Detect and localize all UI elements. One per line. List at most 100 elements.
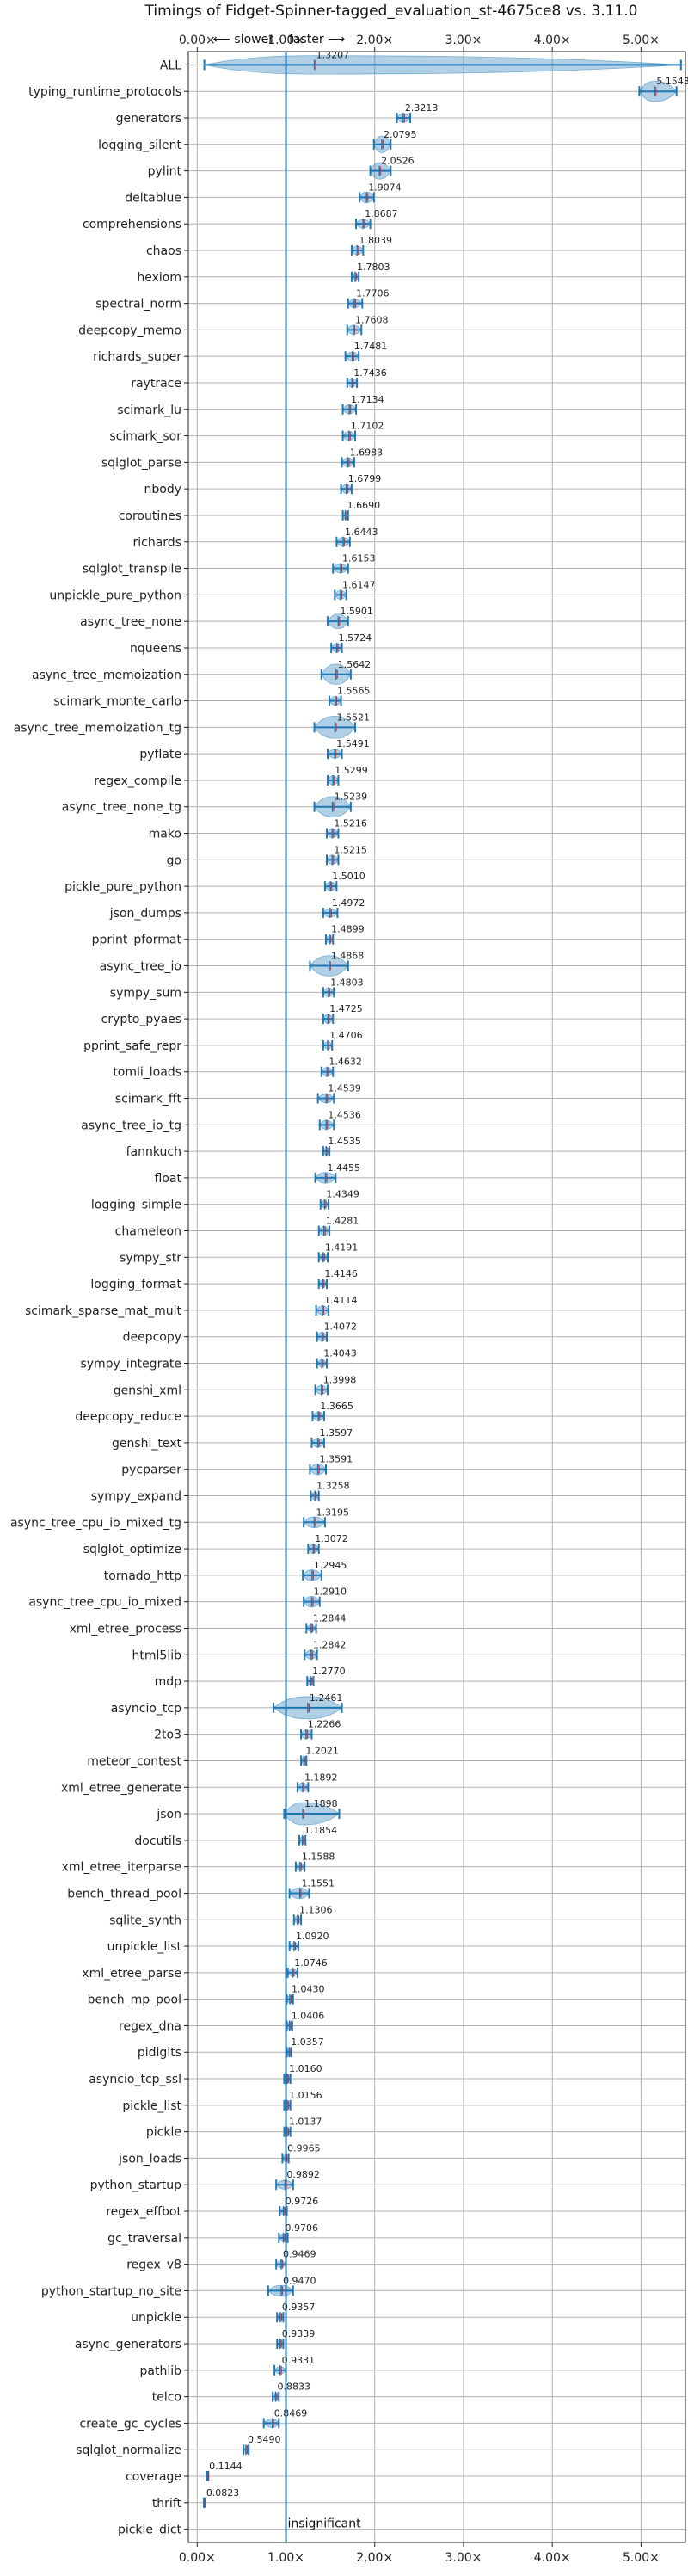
benchmark-label: mako: [149, 828, 181, 841]
slower-label: ⟵ slower: [213, 33, 273, 46]
benchmark-label: pyflate: [139, 748, 181, 761]
benchmark-label: logging_simple: [91, 1199, 181, 1212]
benchmark-label: async_tree_none_tg: [62, 801, 181, 815]
benchmark-label: xml_etree_iterparse: [62, 1861, 181, 1875]
benchmark-label: pickle_pure_python: [64, 880, 181, 894]
value-label: 0.9965: [287, 2142, 321, 2154]
value-label: 1.1854: [304, 1825, 338, 1836]
value-label: 1.2842: [313, 1639, 347, 1650]
value-label: 1.4072: [324, 1322, 358, 1333]
benchmark-label: go: [167, 854, 181, 867]
value-label: 1.0160: [289, 2063, 322, 2074]
value-label: 1.7134: [351, 394, 384, 405]
grid-layer: [184, 47, 685, 2547]
value-label: 0.0823: [206, 2487, 240, 2499]
benchmark-label: json_dumps: [109, 907, 181, 921]
benchmark-label: docutils: [134, 1834, 181, 1848]
value-label: 1.1898: [304, 1798, 338, 1809]
benchmark-label: async_tree_memoization_tg: [14, 721, 181, 735]
value-label: 1.7481: [354, 341, 388, 352]
benchmark-label: sqlite_synth: [109, 1914, 181, 1927]
benchmark-label: pprint_pformat: [92, 934, 182, 947]
benchmark-label: scimark_monte_carlo: [53, 695, 181, 709]
benchmark-label: 2to3: [154, 1729, 181, 1742]
benchmark-label: pycparser: [121, 1464, 181, 1477]
value-label: 1.6443: [345, 527, 378, 538]
value-label: 0.9357: [282, 2302, 316, 2313]
value-label: 1.5642: [338, 659, 372, 670]
value-label: 0.9470: [283, 2275, 316, 2286]
x-tick-label-bottom: 0.00×: [179, 2551, 216, 2565]
value-label: 1.0430: [292, 1984, 325, 1995]
benchmark-label: ALL: [160, 59, 181, 72]
value-label: 1.4725: [329, 1003, 363, 1014]
benchmark-label: hexiom: [137, 271, 181, 285]
value-label: 1.3195: [316, 1507, 350, 1518]
benchmark-label: richards: [133, 536, 182, 550]
value-label: 1.4114: [324, 1295, 358, 1306]
insignificant-label: insignificant: [288, 2517, 362, 2531]
value-label: 1.2910: [314, 1587, 347, 1598]
plot-frame: [187, 51, 686, 2543]
benchmark-label: coverage: [126, 2470, 181, 2484]
benchmark-label: json_loads: [118, 2152, 181, 2166]
benchmark-label: scimark_sparse_mat_mult: [25, 1304, 181, 1318]
benchmark-label: async_tree_cpu_io_mixed_tg: [10, 1516, 181, 1530]
benchmark-label: asyncio_tcp: [111, 1702, 181, 1716]
benchmark-label: meteor_contest: [87, 1754, 181, 1768]
benchmark-label: coroutines: [119, 509, 181, 523]
value-label: 0.8833: [277, 2382, 310, 2393]
value-label: 1.4043: [323, 1347, 357, 1359]
benchmark-label: typing_runtime_protocols: [28, 85, 181, 99]
benchmark-label: async_tree_memoization: [32, 669, 181, 682]
benchmark-label: gc_traversal: [108, 2232, 181, 2246]
benchmark-label: async_tree_cpu_io_mixed: [28, 1596, 181, 1610]
benchmark-label: bench_mp_pool: [88, 1994, 181, 2007]
value-label: 1.8687: [365, 208, 398, 219]
value-label: 1.0406: [292, 2010, 325, 2021]
value-label: 1.3207: [316, 49, 350, 60]
value-label: 1.7102: [351, 421, 384, 432]
benchmark-label: json: [156, 1808, 181, 1821]
value-label: 1.0357: [291, 2037, 324, 2048]
value-label: 1.7803: [357, 262, 390, 273]
benchmark-label: mdp: [155, 1675, 182, 1689]
x-tick-label-bottom: 2.00×: [356, 2551, 393, 2565]
value-label: 1.9074: [368, 182, 402, 193]
benchmark-label: create_gc_cycles: [79, 2417, 181, 2431]
benchmark-label: nqueens: [130, 642, 181, 656]
benchmark-label: scimark_lu: [117, 404, 181, 417]
value-label: 1.4536: [328, 1109, 361, 1120]
value-label: 1.1588: [302, 1852, 335, 1863]
value-label: 1.4868: [331, 951, 365, 962]
value-label: 1.5216: [334, 818, 367, 829]
benchmark-label: pprint_safe_repr: [83, 1039, 181, 1053]
benchmark-label: logging_format: [90, 1278, 181, 1291]
benchmark-label: float: [155, 1172, 182, 1186]
benchmark-label: thrift: [152, 2497, 182, 2511]
value-label: 1.4146: [324, 1268, 358, 1279]
value-label: 2.0795: [384, 129, 417, 140]
value-label: 1.6147: [342, 579, 376, 590]
value-label: 2.0526: [381, 156, 415, 167]
benchmark-label: deepcopy: [123, 1331, 181, 1345]
benchmark-label: python_startup_no_site: [41, 2284, 181, 2298]
benchmark-label: sympy_str: [120, 1251, 181, 1265]
value-label: 1.5239: [335, 792, 368, 803]
value-label: 1.6799: [348, 473, 382, 484]
benchmark-label: chameleon: [115, 1225, 181, 1239]
benchmark-label: regex_v8: [126, 2259, 181, 2272]
benchmark-label: async_generators: [75, 2338, 181, 2351]
x-tick-label-bottom: 4.00×: [534, 2551, 571, 2565]
value-label: 1.4535: [328, 1136, 361, 1147]
benchmark-label: scimark_fft: [115, 1093, 182, 1106]
value-label: 1.3072: [315, 1533, 348, 1544]
benchmark-label: logging_silent: [98, 139, 181, 152]
value-label: 1.2266: [308, 1719, 341, 1730]
value-label: 1.5901: [340, 606, 373, 617]
chart-title: Timings of Fidget-Spinner-tagged_evaluat…: [144, 3, 637, 20]
value-label: 1.5565: [337, 686, 371, 697]
benchmark-label: async_tree_io: [100, 960, 181, 974]
value-label: 1.4972: [332, 897, 366, 909]
